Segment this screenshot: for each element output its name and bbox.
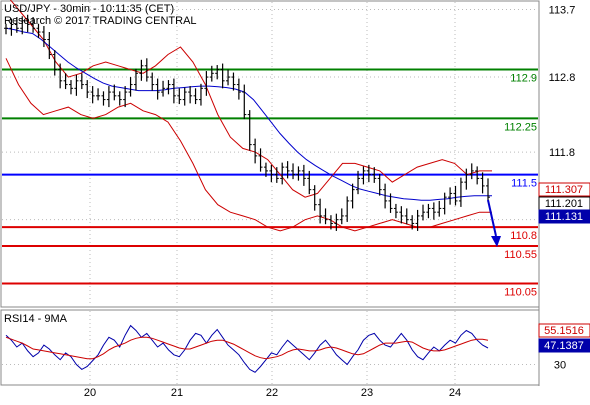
rsi-ma-tag-text: 55.1516 — [544, 325, 584, 337]
x-tick-label: 20 — [84, 387, 96, 399]
price-tag-low-text: 111.131 — [545, 211, 583, 223]
x-tick-label: 21 — [171, 387, 183, 399]
chart-subtitle: Research © 2017 TRADING CENTRAL — [4, 15, 197, 27]
level-label: 110.8 — [510, 230, 537, 242]
rsi-panel-frame — [0, 309, 540, 386]
rsi-tag: 47.1387 — [538, 338, 590, 353]
x-tick-label: 23 — [361, 387, 373, 399]
grid-layer — [2, 2, 538, 384]
y-tick-label: 112.8 — [549, 72, 576, 84]
y-tick-label: 111.8 — [549, 147, 575, 159]
x-tick-label: 22 — [266, 387, 278, 399]
bollinger-upper — [9, 0, 492, 198]
level-lines: 112.9 112.25 111.5 110.8 110.55 110.05 — [2, 68, 538, 298]
level-label: 112.25 — [504, 121, 537, 133]
price-tag-last-text: 111.201 — [545, 198, 583, 210]
price-tag-last: 111.201 — [538, 196, 590, 211]
level-label: 110.55 — [504, 249, 537, 261]
rsi-ma-line — [5, 336, 489, 360]
y-tick-label: 113.7 — [549, 5, 576, 17]
level-label: 110.05 — [504, 286, 537, 298]
moving-average — [5, 27, 492, 201]
level-label: 112.9 — [510, 73, 537, 85]
moving-average-line — [5, 27, 492, 201]
bollinger-lower — [5, 58, 492, 232]
level-label: 111.5 — [511, 178, 537, 190]
rsi-ma-tag: 55.1516 — [538, 323, 590, 338]
rsi-title: RSI14 - 9MA — [4, 313, 68, 325]
price-panel-frame — [0, 0, 540, 308]
rsi-tick-label: 30 — [554, 360, 566, 372]
price-tag-high: 111.307 — [538, 182, 590, 197]
chart-title: USD/JPY - 30min - 10:11:35 (CET) — [4, 3, 174, 15]
forecast-arrow — [487, 199, 501, 247]
price-bars — [4, 14, 490, 231]
price-tag-high-text: 111.307 — [545, 184, 583, 196]
rsi-lines — [5, 324, 489, 373]
price-tag-low: 111.131 — [538, 209, 590, 224]
bollinger-bands — [5, 0, 492, 232]
x-tick-label: 24 — [449, 387, 461, 399]
rsi-tag-text: 47.1387 — [544, 340, 584, 352]
